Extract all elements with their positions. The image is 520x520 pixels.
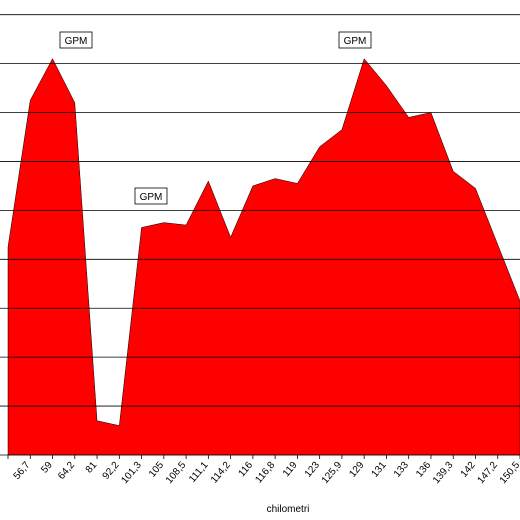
x-tick-label: 111,1 <box>187 460 211 485</box>
x-tick-label: 116 <box>236 460 255 480</box>
area <box>7 58 520 456</box>
annotation: GPM <box>140 192 163 203</box>
x-tick-label: 59 <box>39 460 55 476</box>
annotation-box <box>59 31 93 49</box>
x-tick-label: 108,5 <box>164 460 189 487</box>
x-tick-label: 101,3 <box>119 460 144 487</box>
x-tick-label: 139,3 <box>431 460 456 487</box>
x-tick-label: 81 <box>84 460 100 476</box>
x-tick-label: 150,5 <box>498 460 520 487</box>
annotation-box <box>338 31 372 49</box>
x-tick-label: 56,7 <box>12 460 33 482</box>
annotation-box <box>134 187 168 205</box>
x-tick-label: 147,2 <box>476 460 501 487</box>
x-tick-label: 114,2 <box>209 460 233 486</box>
x-axis-label: chilometri <box>267 504 310 515</box>
x-tick-label: 123 <box>303 460 322 480</box>
annotation: GPM <box>344 36 367 47</box>
x-tick-label: 131 <box>370 460 389 480</box>
x-tick-label: 64,2 <box>56 460 77 482</box>
x-tick-label: 119 <box>281 460 300 480</box>
annotation: GPM <box>65 36 88 47</box>
x-tick-label: 125,9 <box>320 460 345 487</box>
x-tick-label: 142 <box>459 460 478 480</box>
x-tick-label: 129 <box>347 460 366 480</box>
x-tick-label: 116,8 <box>253 460 277 486</box>
x-tick-label: 105 <box>147 460 166 480</box>
x-tick-label: 133 <box>392 460 411 480</box>
x-tick-label: 136 <box>414 460 433 480</box>
